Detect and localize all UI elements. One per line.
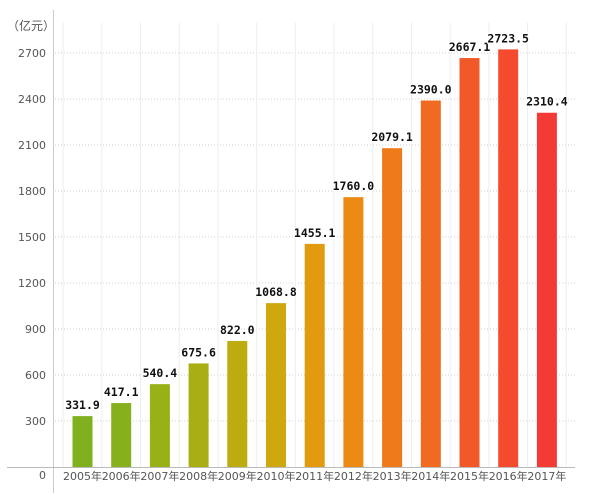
bar	[343, 197, 364, 467]
x-tick-label: 2015年	[450, 469, 489, 483]
x-tick-label: 2005年	[63, 469, 102, 483]
y-tick-label: 1800	[18, 185, 46, 198]
bar	[227, 340, 248, 467]
data-label: 1455.1	[294, 226, 336, 240]
x-tick-label: 2012年	[334, 469, 373, 483]
y-tick-label: 1500	[18, 231, 46, 244]
data-label: 2723.5	[487, 31, 529, 45]
bar	[188, 363, 209, 467]
y-tick-label: 2400	[18, 93, 46, 106]
y-axis-tick-labels: 0 300 600 900 1200 1500 1800 2100 2400 2700	[18, 47, 46, 482]
data-label: 331.9	[65, 398, 100, 412]
axes	[7, 10, 575, 493]
y-tick-label: 300	[25, 415, 46, 428]
x-tick-label: 2008年	[179, 469, 218, 483]
bar	[72, 416, 93, 467]
data-label: 2310.4	[526, 95, 568, 109]
x-tick-label: 2009年	[218, 469, 257, 483]
bar	[304, 243, 325, 467]
data-label: 540.4	[143, 366, 178, 380]
data-label: 2667.1	[449, 40, 491, 54]
data-label: 2079.1	[371, 130, 413, 144]
bar	[420, 100, 441, 468]
y-tick-label: 2700	[18, 47, 46, 60]
y-axis-unit-label: （亿元）	[7, 18, 55, 33]
data-label: 675.6	[181, 345, 216, 359]
bar	[459, 58, 480, 467]
x-tick-label: 2016年	[489, 469, 528, 483]
bar	[266, 303, 286, 467]
y-tick-label: 600	[25, 369, 46, 382]
x-tick-label: 2013年	[373, 469, 412, 483]
data-label: 2390.0	[410, 83, 452, 97]
x-tick-label: 2006年	[102, 469, 141, 483]
y-tick-label: 2100	[18, 139, 46, 152]
data-label: 822.0	[220, 323, 255, 337]
y-tick-label: 900	[25, 323, 46, 336]
data-label: 1068.8	[255, 285, 297, 299]
data-label: 417.1	[104, 385, 139, 399]
x-tick-label: 2010年	[257, 469, 296, 483]
x-tick-label: 2007年	[140, 469, 179, 483]
bar	[498, 49, 519, 467]
x-axis-tick-labels: 2005年 2006年 2007年 2008年 2009年 2010年 2011年 2012年…	[63, 469, 566, 483]
y-tick-label: 0	[39, 469, 46, 482]
category-grid-lines	[62, 22, 567, 467]
bar	[382, 148, 403, 468]
x-tick-label: 2014年	[411, 469, 450, 483]
bar	[111, 403, 132, 467]
bar	[149, 384, 170, 467]
bar	[536, 112, 557, 467]
x-tick-label: 2017年	[527, 469, 566, 483]
data-label: 1760.0	[333, 179, 375, 193]
bars	[72, 49, 557, 468]
x-tick-label: 2011年	[295, 469, 334, 483]
y-tick-label: 1200	[18, 277, 46, 290]
